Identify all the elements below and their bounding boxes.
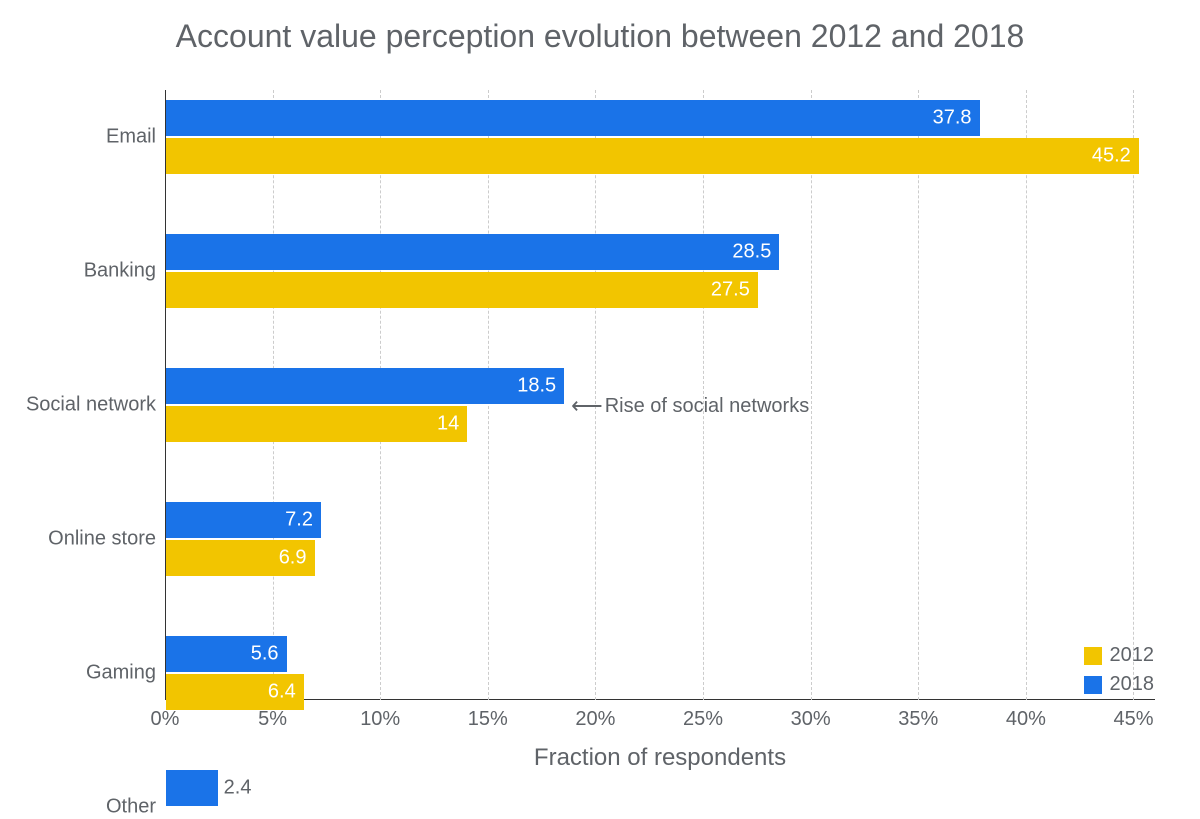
bar-value-label: 6.4 [268, 681, 296, 704]
bar: 37.8 [166, 100, 980, 136]
annotation-text: Rise of social networks [605, 395, 810, 418]
x-tick-label: 20% [575, 708, 615, 731]
category-label: Social network [26, 394, 156, 417]
bar-value-label: 28.5 [732, 241, 771, 264]
bar: 45.2 [166, 138, 1139, 174]
legend-swatch [1084, 676, 1102, 694]
legend-item: 2012 [1084, 644, 1155, 667]
bar: 27.5 [166, 272, 758, 308]
bar: 7.2 [166, 502, 321, 538]
gridline [811, 90, 812, 700]
gridline [1026, 90, 1027, 700]
bar: 6.9 [166, 540, 315, 576]
bar-value-label: 14 [437, 413, 459, 436]
legend-swatch [1084, 647, 1102, 665]
category-label: Email [106, 126, 156, 149]
bar-value-label: 37.8 [933, 107, 972, 130]
legend-item: 2018 [1084, 673, 1155, 696]
bar: 5.6 [166, 636, 287, 672]
arrow-left-icon: ⟵ [571, 393, 601, 419]
bar-value-label: 6.9 [279, 547, 307, 570]
legend-label: 2018 [1110, 673, 1155, 696]
bar: 28.5 [166, 234, 779, 270]
x-tick-label: 10% [360, 708, 400, 731]
category-label: Other [106, 796, 156, 819]
x-axis-label: Fraction of respondents [165, 744, 1155, 772]
gridline [918, 90, 919, 700]
bar-value-label: 2.4 [224, 777, 252, 800]
chart-title: Account value perception evolution betwe… [0, 18, 1200, 55]
chart-container: Account value perception evolution betwe… [0, 0, 1200, 800]
x-tick-label: 30% [791, 708, 831, 731]
legend: 2012 2018 [1084, 638, 1155, 696]
x-tick-label: 25% [683, 708, 723, 731]
gridline [1133, 90, 1134, 700]
x-tick-label: 5% [258, 708, 287, 731]
category-label: Banking [84, 260, 156, 283]
category-label: Online store [48, 528, 156, 551]
annotation: ⟵Rise of social networks [571, 393, 809, 419]
x-tick-label: 40% [1006, 708, 1046, 731]
x-tick-label: 0% [151, 708, 180, 731]
bar: 18.5 [166, 368, 564, 404]
x-tick-label: 35% [898, 708, 938, 731]
bar-value-label: 5.6 [251, 643, 279, 666]
bar-value-label: 7.2 [285, 509, 313, 532]
legend-label: 2012 [1110, 644, 1155, 667]
x-tick-label: 45% [1113, 708, 1153, 731]
bar-value-label: 45.2 [1092, 145, 1131, 168]
bar: 6.4 [166, 674, 304, 710]
bar-value-label: 27.5 [711, 279, 750, 302]
bar-value-label: 18.5 [517, 375, 556, 398]
x-tick-label: 15% [468, 708, 508, 731]
category-label: Gaming [86, 662, 156, 685]
x-axis-line [165, 699, 1155, 700]
bar: 14 [166, 406, 467, 442]
bar: 2.4 [166, 770, 218, 806]
